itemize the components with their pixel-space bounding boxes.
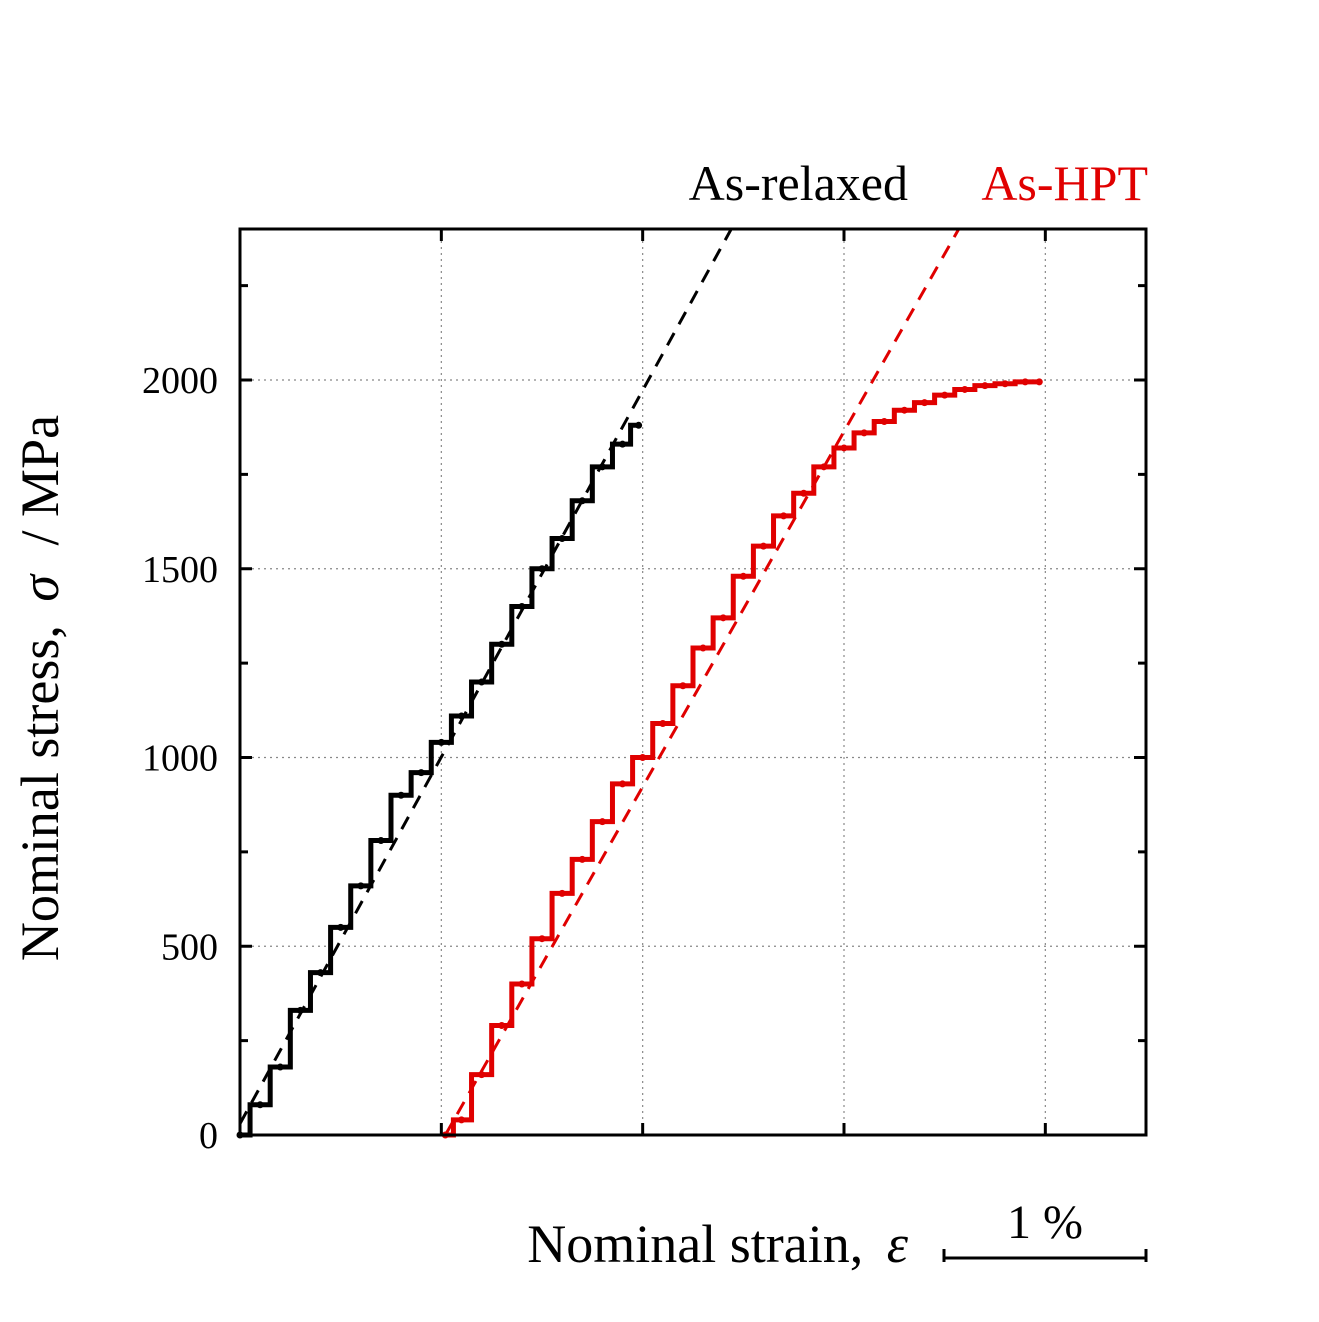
series-as-hpt <box>445 379 1040 1138</box>
data-point-as-hpt <box>639 754 647 761</box>
y-tick-label: 2000 <box>142 360 218 402</box>
series-as-hpt-fit <box>444 228 961 1136</box>
y-axis-label-text: Nominal stress, <box>10 625 70 961</box>
data-point-as-hpt <box>598 818 606 826</box>
data-point-as-hpt <box>619 780 627 788</box>
series-layer <box>236 228 1043 1139</box>
y-tick-label: 500 <box>161 926 218 968</box>
data-point-as-relaxed <box>619 440 627 448</box>
data-point-as-hpt <box>679 682 687 690</box>
y-tick-label: 1500 <box>142 549 218 591</box>
x-scale-bar-label: 1 % <box>1007 1196 1083 1249</box>
data-point-as-relaxed <box>377 837 385 845</box>
data-point-as-hpt <box>558 889 566 897</box>
data-point-as-hpt <box>880 418 888 426</box>
legend-as-hpt: As-HPT <box>981 155 1148 211</box>
series-as-relaxed <box>240 422 639 1138</box>
data-point-as-relaxed <box>635 421 643 429</box>
data-point-as-hpt <box>498 1022 506 1030</box>
data-point-as-hpt <box>699 644 707 652</box>
data-point-as-hpt <box>478 1071 486 1079</box>
x-axis-label: Nominal strain, ε <box>527 1214 908 1274</box>
data-point-as-hpt <box>780 512 788 520</box>
series-as-relaxed-fit <box>238 228 733 1125</box>
data-point-as-relaxed <box>256 1101 264 1109</box>
data-point-as-hpt <box>518 980 526 988</box>
data-point-as-hpt <box>981 382 989 390</box>
data-point-as-hpt <box>1021 378 1029 386</box>
data-point-as-relaxed <box>276 1063 284 1071</box>
data-point-as-relaxed <box>437 738 445 746</box>
data-point-as-hpt <box>1001 380 1009 388</box>
data-point-as-hpt <box>800 489 808 497</box>
data-point-as-hpt <box>900 406 908 414</box>
data-point-as-hpt <box>457 1116 465 1124</box>
data-point-as-relaxed <box>498 640 506 648</box>
y-axis-label-symbol: σ <box>10 573 70 602</box>
data-point-as-hpt <box>860 429 868 437</box>
data-point-as-relaxed <box>357 882 365 890</box>
x-axis-label-symbol: ε <box>887 1214 909 1274</box>
data-point-as-hpt <box>538 935 546 943</box>
y-axis-label-unit: / MPa <box>10 415 70 546</box>
y-tick-label: 1000 <box>142 738 218 780</box>
data-point-as-hpt <box>759 542 767 550</box>
grid-layer <box>240 229 1146 1135</box>
data-point-as-hpt <box>840 444 848 452</box>
data-point-as-hpt <box>739 572 747 580</box>
data-point-as-hpt <box>578 855 586 863</box>
data-point-as-relaxed <box>397 791 405 799</box>
data-point-as-hpt <box>659 720 667 728</box>
data-point-as-hpt <box>1035 378 1043 386</box>
data-point-as-hpt <box>961 385 969 393</box>
svg-text:Nominal stress, σ: Nominal stress, σ / MPa <box>10 415 70 961</box>
legend-as-relaxed: As-relaxed <box>689 155 908 211</box>
x-axis-label-text: Nominal strain, <box>527 1214 863 1274</box>
plot-frame <box>238 227 1148 1137</box>
y-tick-label: 0 <box>199 1115 218 1157</box>
data-point-as-hpt <box>941 391 949 399</box>
y-axis-label: Nominal stress, σ / MPa <box>10 415 70 961</box>
x-scale-bar: 1 % <box>942 1196 1148 1262</box>
data-point-as-relaxed <box>417 769 425 777</box>
tick-layer: 0 500 1000 1500 2000 <box>142 229 1146 1157</box>
data-point-as-relaxed <box>558 535 566 543</box>
data-point-as-hpt <box>719 614 727 622</box>
data-point-as-relaxed <box>337 923 345 931</box>
data-point-as-hpt <box>921 399 929 407</box>
